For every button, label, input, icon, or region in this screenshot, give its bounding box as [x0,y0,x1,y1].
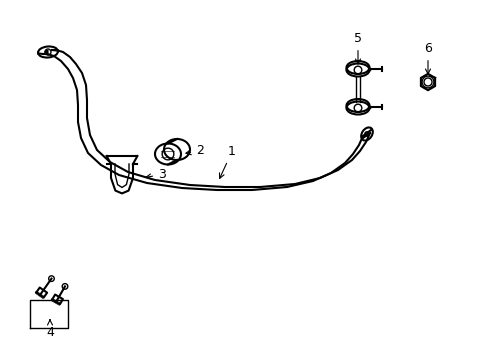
Text: 2: 2 [185,144,203,157]
Text: 5: 5 [353,32,361,64]
Text: 6: 6 [423,42,431,74]
Text: 4: 4 [46,320,54,339]
Text: 1: 1 [219,145,235,178]
Text: 3: 3 [145,168,165,181]
